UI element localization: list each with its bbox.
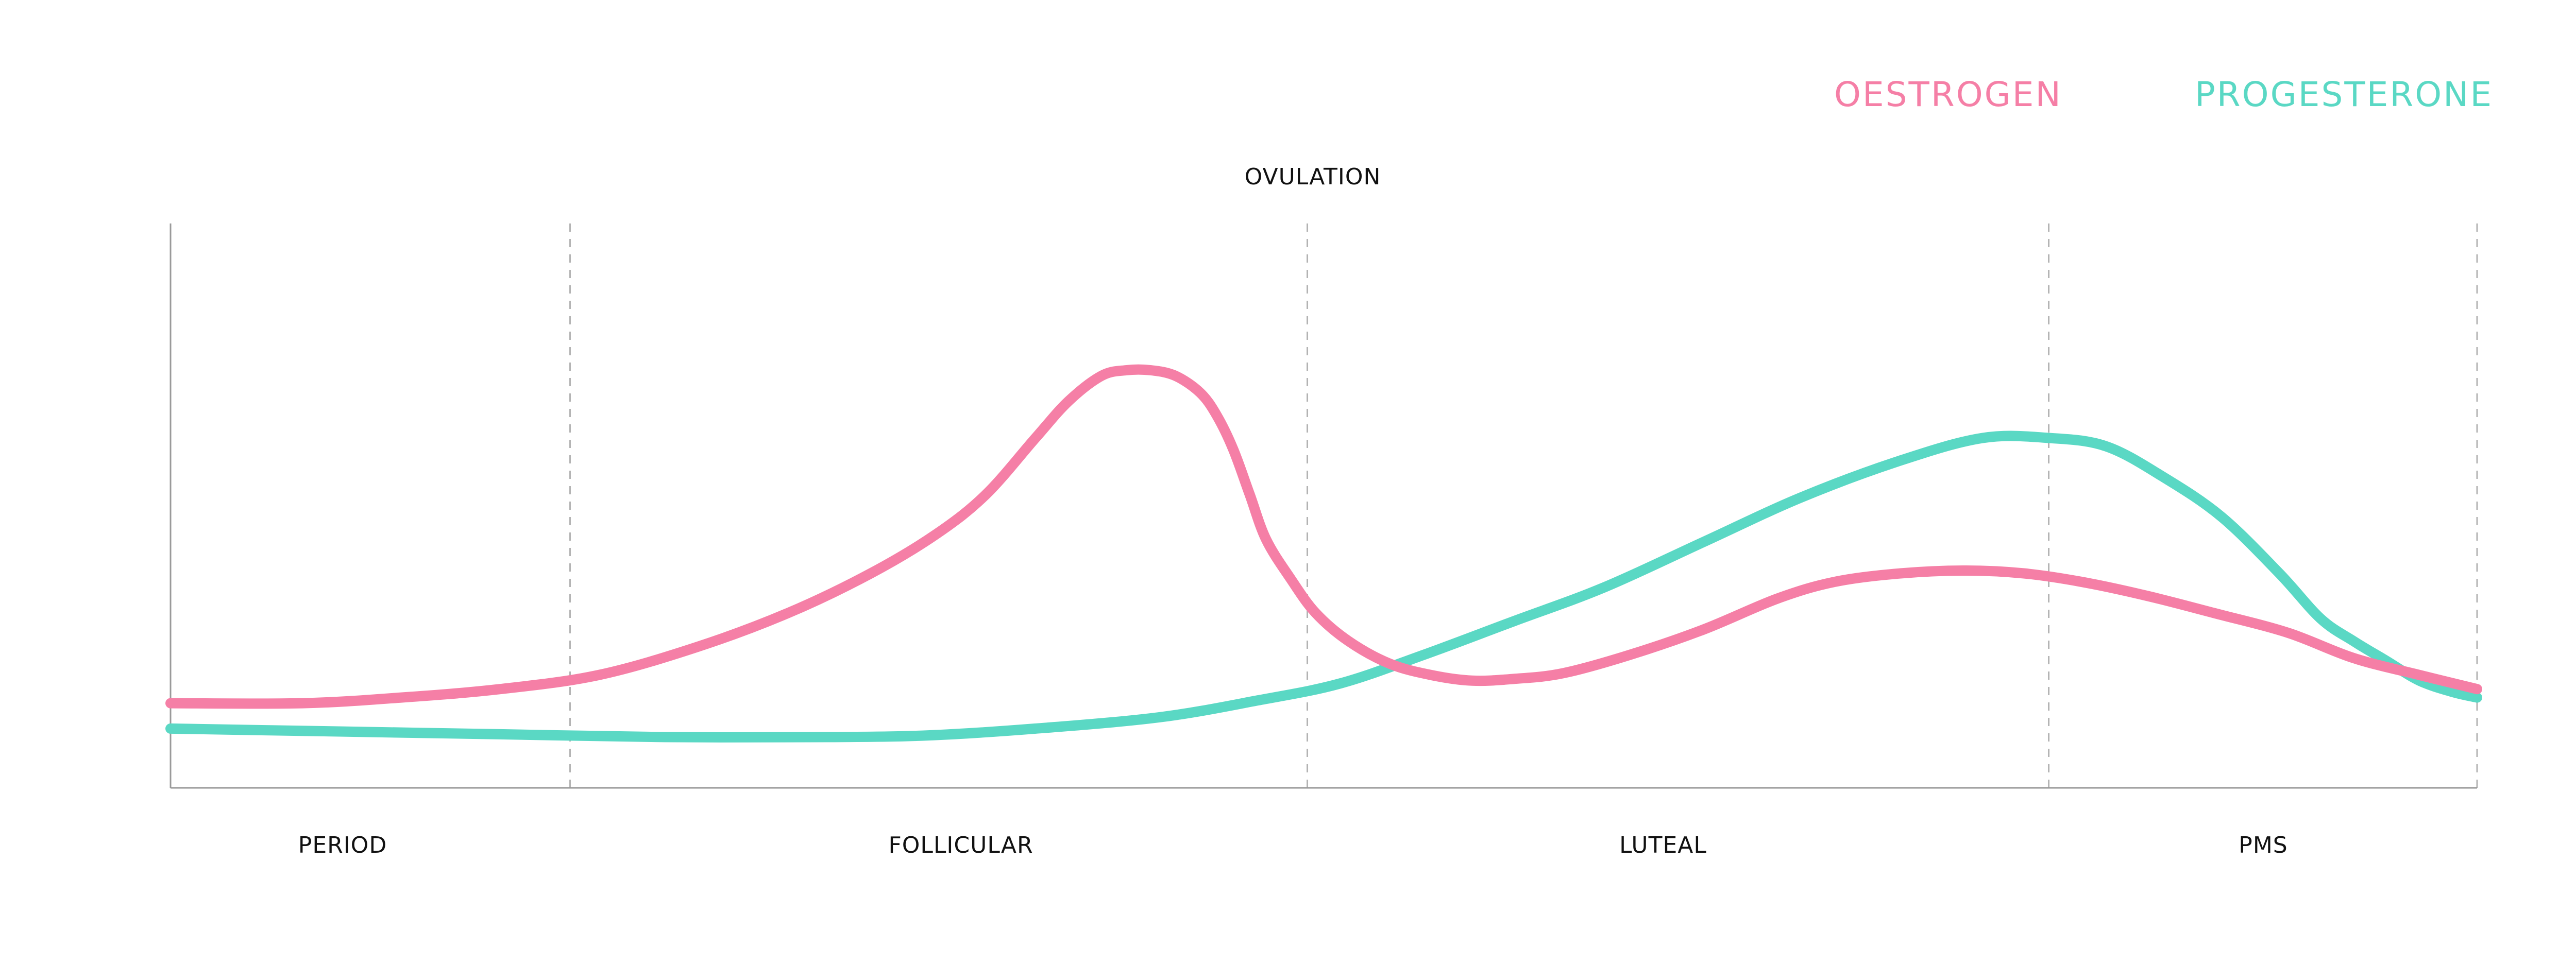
phase-dividers [569,223,2478,788]
phase-labels: PERIOD FOLLICULAR LUTEAL PMS [298,832,2287,858]
phase-label-follicular: FOLLICULAR [888,832,1033,858]
series-line-progesterone [165,430,2482,743]
series-lines [165,364,2482,743]
legend-progesterone: PROGESTERONE [2195,75,2493,114]
phase-label-luteal: LUTEAL [1619,832,1707,858]
phase-label-pms: PMS [2239,832,2287,858]
phase-label-period: PERIOD [298,832,387,858]
ovulation-label: OVULATION [1245,164,1381,190]
series-line-oestrogen [165,364,2482,709]
legend: OESTROGEN PROGESTERONE [1834,75,2493,114]
axes [170,223,2477,789]
legend-oestrogen: OESTROGEN [1834,75,2062,114]
